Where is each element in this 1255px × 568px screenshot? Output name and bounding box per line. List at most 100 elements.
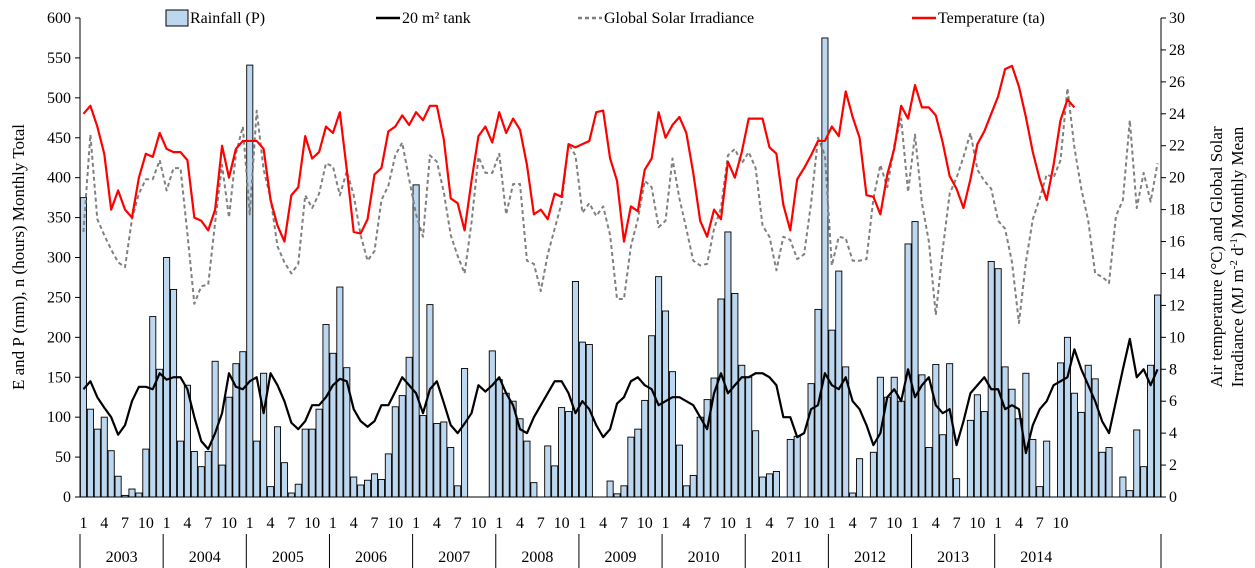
rainfall-bar — [391, 406, 399, 498]
rainfall-bar — [696, 416, 704, 498]
rainfall-bar — [1077, 411, 1085, 498]
rainfall-bar — [370, 473, 379, 498]
rainfall-bar — [1154, 294, 1162, 498]
rainfall-bar — [675, 444, 683, 498]
month-tick-label: 7 — [786, 515, 794, 532]
left-tick-label: 250 — [47, 289, 71, 306]
left-tick-label: 450 — [47, 130, 71, 147]
right-tick-label: 18 — [1169, 202, 1185, 219]
rainfall-bar — [1063, 336, 1071, 498]
rainfall-bar — [287, 492, 295, 498]
year-label: 2011 — [771, 549, 802, 566]
right-axis-title-sup2: -1 — [1228, 238, 1240, 247]
rainfall-bar — [987, 261, 995, 498]
right-tick-label: 16 — [1169, 234, 1185, 251]
rainfall-bar — [1098, 451, 1106, 498]
rainfall-bar — [454, 485, 462, 498]
month-tick-label: 10 — [803, 515, 819, 532]
month-tick-label: 4 — [1015, 515, 1023, 532]
rainfall-bar — [280, 462, 288, 498]
rainfall-bar — [170, 288, 178, 498]
left-tick-label: 0 — [63, 489, 71, 506]
month-tick-label: 1 — [745, 515, 753, 532]
rainfall-bar — [253, 440, 261, 498]
rainfall-bar — [128, 488, 136, 498]
left-tick-label: 200 — [47, 329, 71, 346]
right-axis-title-sup1: -2 — [1228, 260, 1240, 269]
rainfall-bar — [336, 286, 344, 498]
rainfall-bar — [544, 445, 552, 498]
rainfall-bar — [1029, 439, 1037, 498]
month-tick-label: 1 — [163, 515, 171, 532]
month-tick-label: 4 — [433, 515, 441, 532]
rainfall-bar — [682, 485, 690, 498]
legend-rainfall-label: Rainfall (P) — [190, 10, 265, 27]
rainfall-bar — [197, 466, 205, 498]
month-tick-label: 4 — [682, 515, 690, 532]
rainfall-bar — [731, 292, 739, 498]
rainfall-bar — [405, 356, 413, 498]
rainfall-bar — [433, 423, 441, 498]
year-label: 2008 — [521, 549, 553, 566]
month-tick-label: 4 — [765, 515, 773, 532]
rainfall-bar — [772, 471, 780, 498]
rainfall-bar — [294, 483, 302, 498]
month-tick-label: 4 — [183, 515, 191, 532]
rainfall-bar — [239, 351, 247, 498]
rainfall-bar — [204, 451, 212, 498]
rainfall-bar — [793, 435, 801, 498]
rainfall-bar — [1036, 486, 1044, 498]
month-tick-label: 1 — [911, 515, 919, 532]
left-tick-label: 500 — [47, 90, 71, 107]
rainfall-bar — [1070, 392, 1078, 498]
right-tick-label: 28 — [1169, 42, 1185, 59]
legend-solar-label: Global Solar Irradiance — [604, 10, 754, 27]
month-tick-label: 1 — [412, 515, 420, 532]
rainfall-bar — [176, 440, 184, 498]
right-tick-label: 12 — [1169, 297, 1185, 314]
rainfall-bar — [1126, 490, 1134, 498]
month-tick-label: 10 — [886, 515, 902, 532]
year-label: 2010 — [688, 549, 720, 566]
rainfall-bar — [1105, 447, 1113, 498]
month-tick-label: 4 — [267, 515, 275, 532]
rainfall-bar — [946, 363, 954, 498]
year-label: 2005 — [272, 549, 304, 566]
month-tick-label: 1 — [79, 515, 87, 532]
month-tick-label: 7 — [371, 515, 379, 532]
rainfall-bar — [86, 408, 94, 498]
right-axis-title-line2: Irradiance (MJ m-2 d-1) Monthly Mean — [1228, 126, 1247, 387]
month-tick-label: 1 — [329, 515, 337, 532]
month-tick-label: 4 — [932, 515, 940, 532]
left-tick-label: 600 — [47, 10, 71, 27]
rainfall-bar — [523, 440, 531, 498]
rainfall-bar — [856, 458, 864, 498]
bars-layer — [79, 37, 1162, 498]
rainfall-bar — [662, 310, 670, 498]
legend: Rainfall (P) 20 m² tank Global Solar Irr… — [165, 9, 1045, 27]
rainfall-bar — [648, 335, 656, 498]
legend-tank-label: 20 m² tank — [402, 10, 471, 27]
rainfall-bar — [606, 480, 614, 498]
rainfall-bar — [377, 478, 385, 498]
legend-temp-label: Temperature (ta) — [938, 10, 1045, 27]
rainfall-bar — [641, 399, 649, 498]
rainfall-bar — [738, 364, 746, 498]
month-tick-label: 10 — [138, 515, 154, 532]
month-tick-label: 7 — [287, 515, 295, 532]
rainfall-bar — [357, 484, 365, 498]
left-tick-label: 150 — [47, 369, 71, 386]
rainfall-bar — [246, 64, 254, 498]
rainfall-bar — [786, 439, 794, 498]
rainfall-bar — [571, 281, 579, 498]
month-tick-label: 10 — [304, 515, 320, 532]
year-label: 2006 — [355, 549, 387, 566]
rainfall-bar — [578, 341, 586, 498]
rainfall-bar — [717, 298, 725, 498]
month-tick-label: 4 — [516, 515, 524, 532]
right-axis-title-part2: d — [1228, 247, 1247, 260]
rainfall-bar — [939, 434, 947, 498]
rainfall-bar — [1043, 440, 1051, 498]
month-tick-label: 4 — [100, 515, 108, 532]
rainfall-bar — [565, 411, 573, 498]
